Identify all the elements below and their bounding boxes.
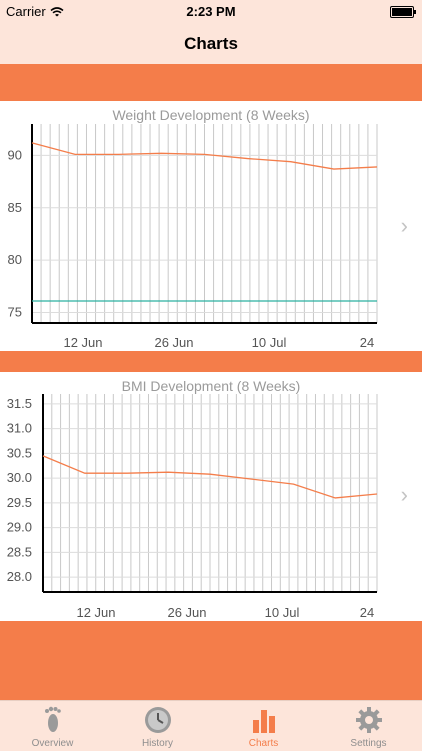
status-time: 2:23 PM — [186, 4, 236, 19]
x-tick-label: 12 Jun — [76, 605, 115, 620]
grid-lines — [43, 394, 378, 592]
status-bar: Carrier 2:23 PM — [0, 0, 422, 22]
x-tick-label: 10 Jul — [265, 605, 300, 620]
bmi-chart-section[interactable]: BMI Development (8 Weeks) 31.5 31.0 30.5 30… — [0, 372, 422, 621]
tab-settings[interactable]: Settings — [316, 701, 421, 751]
x-tick-label: 24 — [360, 335, 374, 350]
wifi-icon — [50, 6, 64, 16]
y-tick-label: 85 — [8, 200, 22, 215]
series-line — [31, 142, 378, 170]
y-tick-label: 28.0 — [7, 569, 32, 584]
y-tick-label: 31.5 — [7, 396, 32, 411]
bmi-chart: 31.5 31.0 30.5 30.0 29.5 29.0 28.5 28.0 12 Jun 26… — [7, 394, 378, 620]
x-tick-label: 24 — [360, 605, 374, 620]
tab-label: Settings — [350, 738, 387, 749]
chevron-right-icon[interactable]: › — [400, 482, 408, 507]
footprint-icon — [44, 706, 61, 732]
chart-title-bmi: BMI Development (8 Weeks) — [121, 378, 301, 394]
tab-overview[interactable]: Overview — [0, 701, 105, 751]
y-tick-label: 75 — [8, 305, 22, 320]
y-tick-label: 30.5 — [7, 445, 32, 460]
chart-title-weight: Weight Development (8 Weeks) — [112, 107, 310, 123]
tab-label: History — [141, 738, 174, 749]
y-tick-label: 29.0 — [7, 520, 32, 535]
battery-icon — [390, 6, 416, 18]
y-tick-label: 31.0 — [7, 421, 32, 436]
tab-history[interactable]: History — [105, 701, 210, 751]
header-band — [0, 64, 422, 101]
x-tick-label: 26 Jun — [167, 605, 206, 620]
y-tick-label: 28.5 — [7, 544, 32, 559]
grid-lines — [32, 124, 378, 323]
y-tick-label: 80 — [8, 252, 22, 267]
status-left: Carrier — [6, 4, 64, 19]
x-tick-label: 10 Jul — [252, 335, 287, 350]
tab-bar: Overview History Charts — [0, 700, 422, 751]
chevron-right-icon[interactable]: › — [400, 213, 408, 238]
gear-icon — [355, 707, 382, 733]
clock-icon — [144, 707, 171, 733]
series-line — [42, 455, 378, 499]
tab-label: Charts — [248, 738, 279, 749]
weight-chart: 90 85 80 75 12 Jun 26 Jun 10 Jul 24 — [8, 124, 378, 350]
tab-charts[interactable]: Charts — [211, 701, 316, 751]
x-tick-label: 12 Jun — [63, 335, 102, 350]
carrier-label: Carrier — [6, 4, 46, 19]
nav-bar: Charts — [0, 22, 422, 64]
weight-chart-section[interactable]: Weight Development (8 Weeks) 90 85 80 75 12 … — [0, 101, 422, 351]
tab-label: Overview — [31, 738, 74, 749]
bar-chart-icon — [252, 710, 275, 733]
y-tick-label: 29.5 — [7, 495, 32, 510]
page-title: Charts — [184, 34, 238, 53]
y-tick-label: 90 — [8, 147, 22, 162]
x-tick-label: 26 Jun — [154, 335, 193, 350]
separator-band — [0, 351, 422, 372]
footer-band — [0, 621, 422, 700]
y-tick-label: 30.0 — [7, 470, 32, 485]
